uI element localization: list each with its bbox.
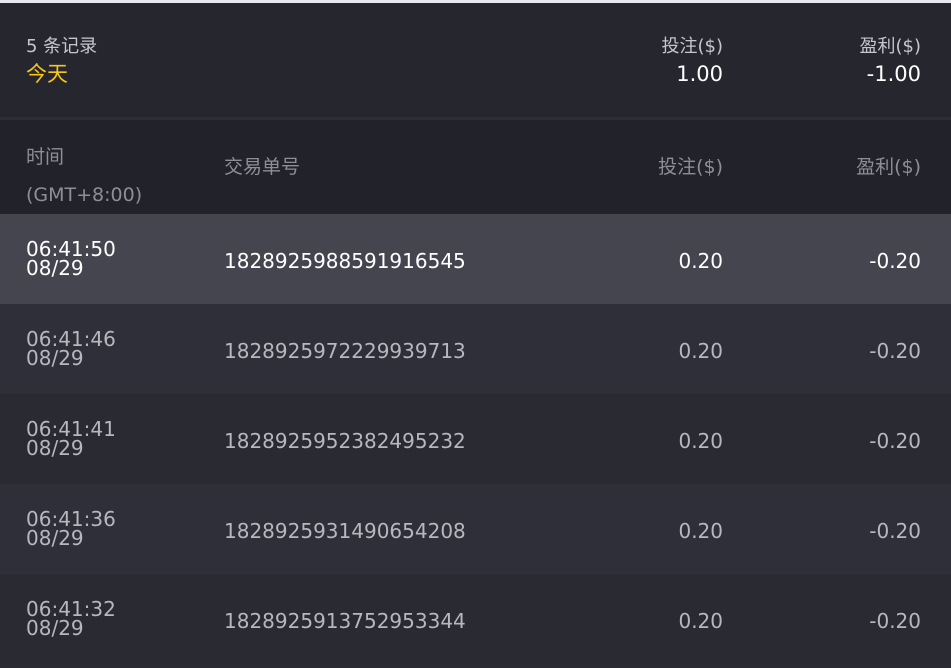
table-header: 时间 (GMT+8:00) 交易单号 投注($) 盈利($) [0,120,951,214]
row-time: 06:41:46 08/29 [26,327,116,370]
row-time: 06:41:41 08/29 [26,417,116,460]
row-bet: 0.20 [678,609,723,633]
total-bet-label: 投注($) [661,36,724,57]
row-id: 1828925972229939713 [224,339,466,363]
total-bet: 投注($) 1.00 [662,34,724,88]
row-time-value: 06:41:41 [26,417,116,441]
table-row[interactable]: 06:41:46 08/29 1828925972229939713 0.20 -0.2… [0,304,951,394]
summary-panel: 5 条记录 今天 投注($) 1.00 盈利($) -1.00 [0,3,951,117]
row-profit: -0.20 [869,339,921,363]
row-date-value: 08/29 [26,616,84,640]
row-profit: -0.20 [869,609,921,633]
row-time-value: 06:41:32 [26,597,116,621]
row-date-value: 08/29 [26,436,84,460]
row-date-value: 08/29 [26,256,84,280]
row-bet: 0.20 [678,519,723,543]
total-profit-value: -1.00 [866,62,921,86]
record-count: 5 条记录 [26,36,98,57]
top-strip [0,0,951,3]
row-date-value: 08/29 [26,526,84,550]
header-time: 时间 (GMT+8:00) [26,138,142,214]
header-time-label: 时间 [26,146,65,168]
divider [0,117,951,120]
header-timezone: (GMT+8:00) [26,184,143,206]
total-bet-value: 1.00 [676,62,723,86]
header-profit: 盈利($) [856,156,921,178]
row-time: 06:41:32 08/29 [26,597,116,640]
row-time-value: 06:41:46 [26,327,116,351]
row-time: 06:41:50 08/29 [26,237,116,280]
row-time-value: 06:41:36 [26,507,116,531]
row-id: 1828925952382495232 [224,429,466,453]
row-date-value: 08/29 [26,346,84,370]
row-bet: 0.20 [678,339,723,363]
row-profit: -0.20 [869,429,921,453]
row-profit: -0.20 [869,249,921,273]
row-bet: 0.20 [678,429,723,453]
table-row[interactable]: 06:41:50 08/29 1828925988591916545 0.20 -0.2… [0,214,951,304]
row-bet: 0.20 [678,249,723,273]
date-filter[interactable]: 今天 [26,62,68,86]
total-profit: 盈利($) -1.00 [860,34,922,88]
row-time-value: 06:41:50 [26,237,116,261]
table-row[interactable]: 06:41:41 08/29 1828925952382495232 0.20 -0.2… [0,394,951,484]
header-bet: 投注($) [658,156,723,178]
row-id: 1828925988591916545 [224,249,466,273]
header-id: 交易单号 [224,156,301,178]
table-row[interactable]: 06:41:32 08/29 1828925913752953344 0.20 -0.2… [0,574,951,664]
total-profit-label: 盈利($) [859,36,922,57]
row-id: 1828925931490654208 [224,519,466,543]
row-profit: -0.20 [869,519,921,543]
table-body: 06:41:50 08/29 1828925988591916545 0.20 -0.2… [0,214,951,664]
row-time: 06:41:36 08/29 [26,507,116,550]
row-id: 1828925913752953344 [224,609,466,633]
table-row[interactable]: 06:41:36 08/29 1828925931490654208 0.20 -0.2… [0,484,951,574]
